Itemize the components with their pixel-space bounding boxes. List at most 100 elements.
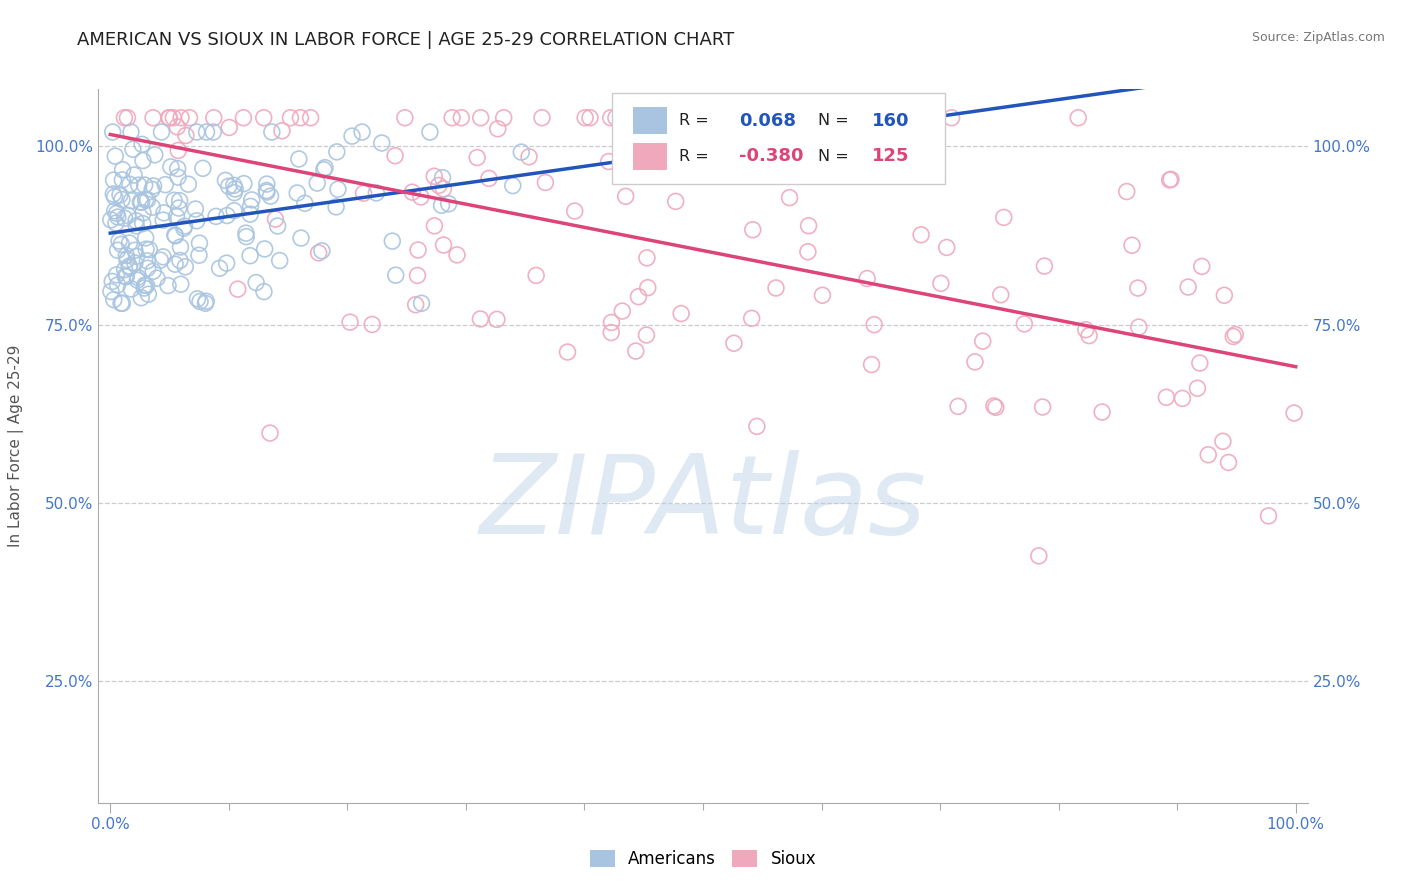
Point [384,149,406,163]
FancyBboxPatch shape [613,93,945,184]
Point [314,161,336,175]
Point [114,211,136,226]
Point [150,125,173,139]
Point [135,242,157,256]
Point [167,144,190,158]
Point [972,334,994,348]
Point [202,125,225,139]
Point [492,111,515,125]
Point [405,298,427,312]
Point [149,253,172,268]
Point [710,157,733,171]
Point [157,111,180,125]
Point [1128,320,1150,334]
Text: N =: N = [818,113,853,128]
Text: 125: 125 [872,147,910,165]
Point [224,186,246,200]
Point [155,178,177,192]
Point [104,216,127,230]
Point [111,173,134,187]
Point [470,312,492,326]
Point [441,111,464,125]
Point [1014,317,1036,331]
Point [235,229,257,244]
Point [115,252,138,267]
Point [125,219,148,233]
Legend: Americans, Sioux: Americans, Sioux [583,843,823,875]
Point [111,193,134,207]
Point [157,278,180,293]
Point [929,277,952,291]
Point [394,111,416,125]
Point [636,251,658,265]
Point [100,285,122,299]
Point [165,228,187,243]
Point [669,307,692,321]
Text: N =: N = [818,149,853,164]
Point [1213,288,1236,302]
Point [325,200,347,214]
Text: R =: R = [679,149,714,164]
Point [127,270,149,285]
Point [411,296,433,310]
FancyBboxPatch shape [633,107,666,134]
Point [1028,549,1050,563]
Point [232,111,254,125]
Point [401,185,423,199]
Point [450,111,472,125]
Point [218,179,240,194]
Point [135,278,157,293]
Point [194,296,217,310]
Point [186,292,208,306]
Point [423,169,446,184]
Y-axis label: In Labor Force | Age 25-29: In Labor Force | Age 25-29 [8,345,24,547]
Point [745,419,768,434]
Point [984,401,1007,415]
Point [169,194,191,208]
Point [153,206,176,220]
Point [614,189,637,203]
Text: 0.068: 0.068 [740,112,796,129]
Point [232,177,254,191]
Point [142,264,165,278]
Point [600,326,623,340]
Point [174,260,197,274]
Point [264,212,287,227]
Point [110,237,132,252]
Point [215,256,238,270]
Point [107,210,129,224]
Point [993,211,1015,225]
Point [104,149,127,163]
Point [290,111,312,125]
Point [131,137,153,152]
Point [256,184,278,198]
Point [132,217,155,231]
Point [177,178,200,192]
Point [574,111,596,125]
Point [510,145,533,160]
Point [136,193,159,207]
Point [132,153,155,168]
Point [1078,328,1101,343]
Point [910,227,932,242]
Point [409,190,432,204]
Point [163,228,186,243]
Point [1160,172,1182,186]
Point [1115,185,1137,199]
Point [557,345,579,359]
Point [983,399,1005,413]
Point [174,128,197,143]
Point [122,168,145,182]
Point [723,336,745,351]
Point [326,145,349,159]
Point [141,182,163,196]
Point [253,111,276,125]
Point [256,185,278,199]
Point [564,204,586,219]
Point [437,196,460,211]
Point [624,344,647,359]
Point [167,201,190,215]
Point [502,178,524,193]
Point [107,278,129,293]
Point [134,281,156,295]
